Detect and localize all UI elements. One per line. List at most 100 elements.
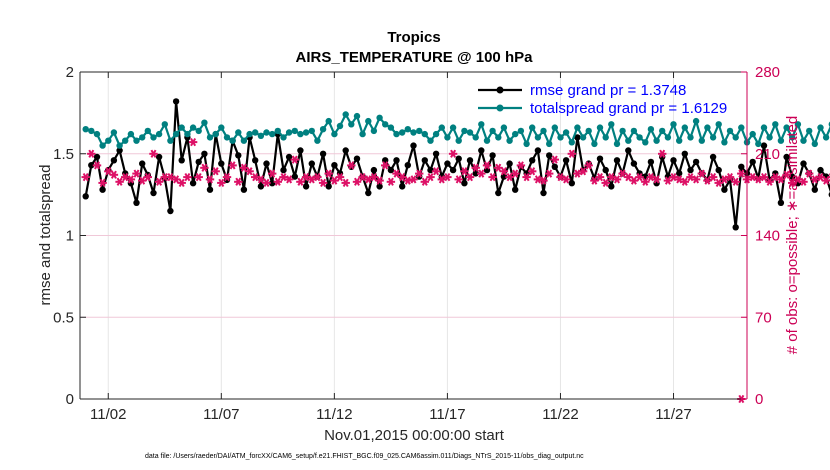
rmse-point <box>404 162 411 169</box>
obs-star-stroke <box>568 149 575 158</box>
totalspread-point <box>732 134 739 141</box>
obs-assimilated-point <box>567 149 576 158</box>
obs-star-stroke <box>551 155 558 164</box>
obs-star-stroke <box>625 172 632 182</box>
rmse-point <box>427 166 434 174</box>
totalspread-point <box>670 121 677 128</box>
rmse-point <box>489 152 496 159</box>
obs-assimilated-point <box>505 172 514 182</box>
rmse-point <box>325 183 332 190</box>
rmse-point <box>319 150 327 157</box>
rmse-point <box>811 186 818 193</box>
totalspread-point <box>297 130 304 138</box>
rmse-point <box>178 157 185 164</box>
rmse-point <box>676 170 683 177</box>
obs-assimilated-point <box>431 167 441 176</box>
obs-star-stroke <box>416 169 423 178</box>
obs-assimilated-point <box>392 169 401 178</box>
obs-star-stroke <box>484 161 490 170</box>
obs-star-stroke <box>286 175 293 184</box>
obs-assimilated-point <box>211 167 220 176</box>
totalspread-point <box>817 124 824 131</box>
obs-assimilated-point <box>782 170 791 179</box>
rmse-point <box>630 160 638 167</box>
rmse-point <box>172 98 180 105</box>
obs-star-stroke <box>580 167 587 176</box>
obs-assimilated-point <box>335 172 345 182</box>
obs-assimilated-point <box>262 178 271 188</box>
obs-assimilated-point <box>703 176 712 185</box>
obs-star-stroke <box>557 172 564 182</box>
totalspread-point <box>534 134 542 141</box>
obs-star-stroke <box>467 172 473 182</box>
rmse-point <box>280 166 287 174</box>
obs-star-stroke <box>116 177 123 186</box>
rmse-point <box>478 147 485 154</box>
totalspread-point <box>546 140 553 148</box>
totalspread-point <box>692 117 700 125</box>
totalspread-point <box>252 129 259 136</box>
obs-assimilated-point <box>669 172 678 182</box>
totalspread-point <box>336 122 344 130</box>
obs-assimilated-point <box>98 178 107 188</box>
obs-assimilated-point <box>250 172 260 182</box>
obs-assimilated-point <box>663 176 673 185</box>
totalspread-point <box>291 127 298 135</box>
totalspread-point <box>285 129 293 136</box>
totalspread-point <box>172 130 180 138</box>
obs-assimilated-point <box>296 177 305 186</box>
totalspread-point <box>659 127 666 135</box>
totalspread-point <box>353 112 361 120</box>
legend-label: totalspread grand pr = 1.6129 <box>530 100 727 117</box>
totalspread-point <box>280 134 287 141</box>
rmse-point <box>376 183 383 190</box>
obs-assimilated-point <box>200 163 209 172</box>
obs-assimilated-point <box>132 169 141 178</box>
totalspread-point <box>676 137 683 144</box>
obs-star-stroke <box>201 163 208 172</box>
rmse-point <box>257 183 265 190</box>
rmse-point <box>291 173 298 180</box>
obs-star-stroke <box>263 178 270 188</box>
totalspread-point <box>399 129 406 136</box>
totalspread-point <box>794 121 802 128</box>
obs-star-stroke <box>693 175 700 184</box>
totalspread-point <box>206 134 214 141</box>
y-tick-label: 0.5 <box>53 309 74 326</box>
obs-assimilated-point <box>601 178 610 188</box>
totalspread-point <box>636 134 643 141</box>
totalspread-point <box>438 124 445 131</box>
rmse-point <box>206 186 214 193</box>
obs-star-stroke <box>817 172 824 182</box>
obs-assimilated-point <box>194 172 203 182</box>
obs-star-stroke <box>393 169 400 178</box>
obs-assimilated-point <box>771 172 780 182</box>
obs-star-stroke <box>450 149 457 158</box>
obs-star-stroke <box>563 175 570 184</box>
obs-assimilated-point <box>177 178 186 188</box>
rmse-point <box>721 186 728 193</box>
obs-assimilated-point <box>115 177 124 186</box>
obs-assimilated-point <box>307 175 316 184</box>
obs-star-stroke <box>438 175 445 184</box>
obs-star-stroke <box>636 172 643 182</box>
obs-star-stroke <box>308 175 315 184</box>
totalspread-point <box>619 127 626 135</box>
obs-star-stroke <box>766 177 773 186</box>
totalspread-point <box>749 130 756 138</box>
totalspread-point <box>161 121 168 128</box>
totalspread-point <box>613 140 621 148</box>
obs-star-stroke <box>167 172 174 182</box>
obs-star-stroke <box>303 172 310 182</box>
x-axis-label: Nov.01,2015 00:00:00 start <box>324 427 505 444</box>
totalspread-point <box>483 137 491 144</box>
obs-assimilated-point <box>725 172 735 182</box>
y-axis-label: rmse and totalspread <box>37 165 54 306</box>
totalspread-point <box>178 124 185 131</box>
obs-assimilated-point <box>183 172 192 182</box>
obs-assimilated-point <box>658 149 667 158</box>
obs-assimilated-point <box>318 178 328 188</box>
obs-star-stroke <box>280 172 287 182</box>
totalspread-point <box>235 129 242 136</box>
obs-assimilated-point <box>607 172 616 182</box>
